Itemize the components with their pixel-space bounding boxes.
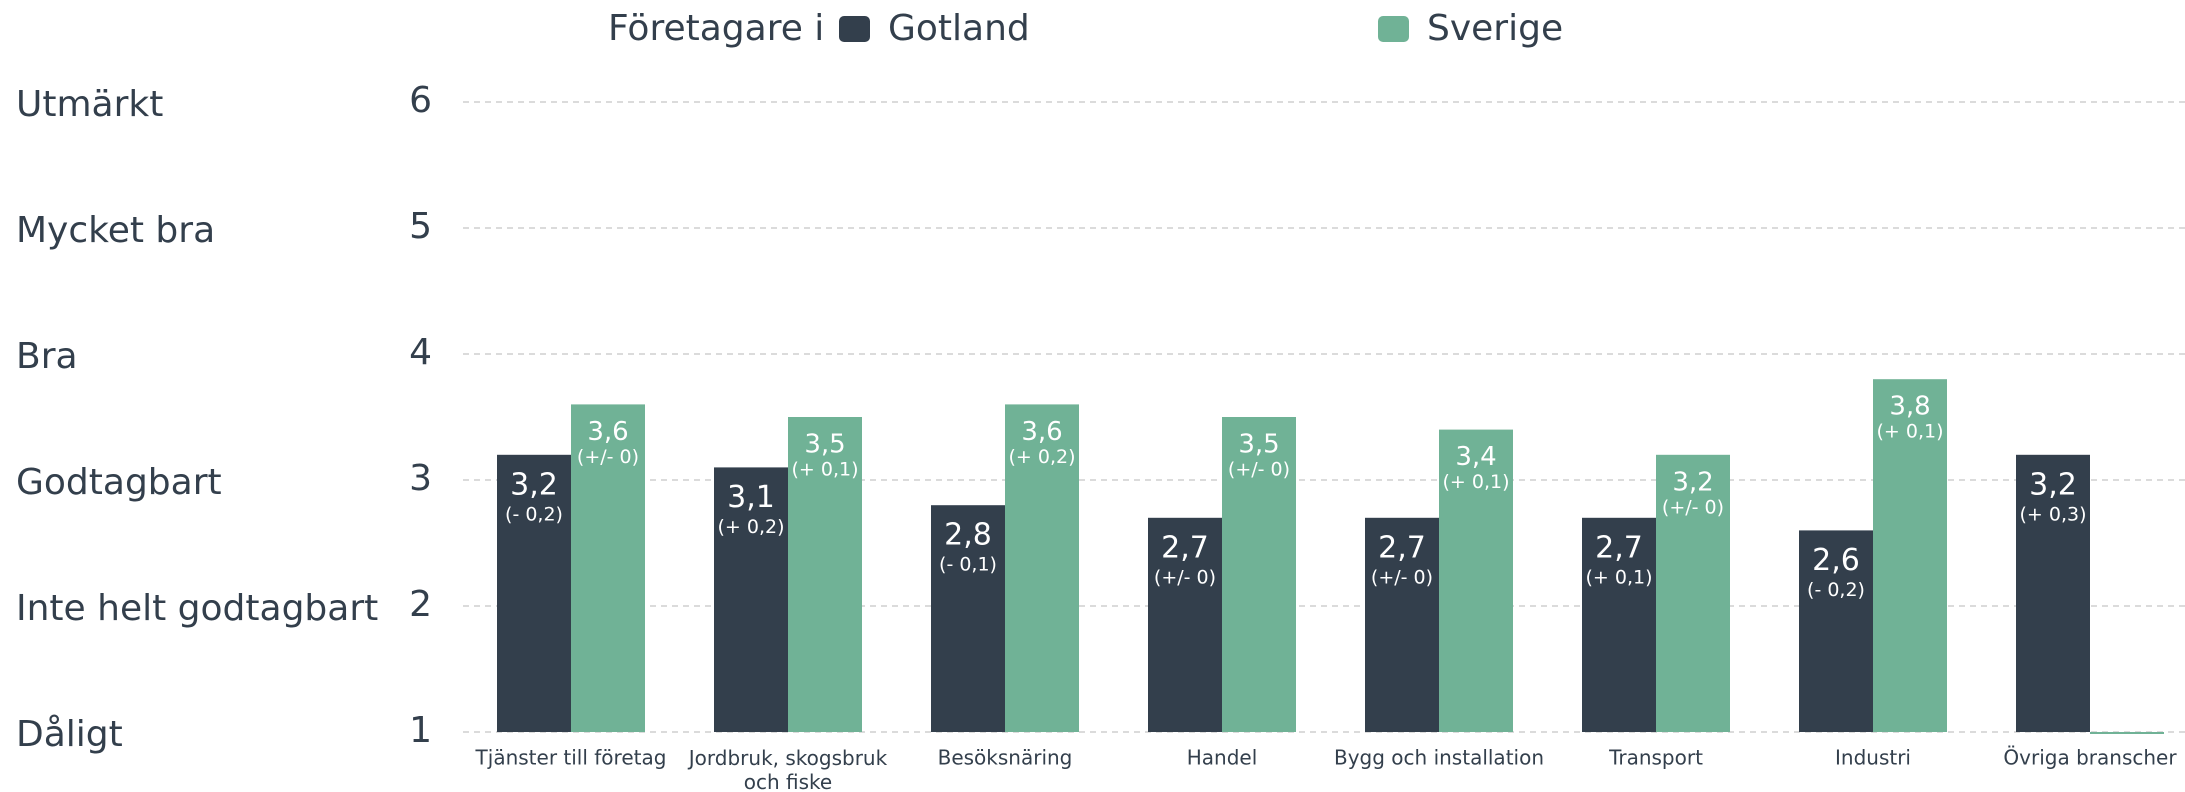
x-tick-label: Industri [1835, 746, 1911, 770]
change-label: (+/- 0) [1228, 459, 1290, 481]
change-label: (- 0,1) [939, 554, 997, 576]
value-label: 2,7 [1595, 530, 1643, 565]
value-label: 2,7 [1161, 530, 1209, 565]
change-label: (+ 0,1) [1442, 471, 1509, 493]
change-label: (- 0,2) [1807, 579, 1865, 601]
y-tick-name: Bra [16, 336, 78, 377]
bar [497, 454, 571, 732]
value-label: 3,5 [1238, 430, 1279, 460]
y-tick-label: 5 [409, 206, 432, 247]
x-tick-label: Övriga branscher [2003, 746, 2177, 770]
x-tick-label: Tjänster till företag [475, 746, 667, 770]
y-tick-label: 2 [409, 584, 432, 625]
bar [571, 404, 645, 732]
change-label: (+ 0,1) [1585, 566, 1652, 588]
y-tick-name: Mycket bra [16, 210, 215, 251]
value-label: 2,6 [1812, 543, 1860, 578]
value-label: 3,6 [1021, 417, 1062, 447]
bar [931, 505, 1005, 732]
x-tick-label: Handel [1187, 746, 1258, 770]
change-label: (+/- 0) [1662, 496, 1724, 518]
x-tick-label: Bygg och installation [1334, 746, 1544, 770]
bar [1222, 417, 1296, 732]
value-label: 3,6 [587, 417, 628, 447]
change-label: (+ 0,2) [1008, 446, 1075, 468]
value-label: 3,2 [510, 467, 558, 502]
legend-title: Företagare i [608, 8, 824, 49]
bar [1582, 517, 1656, 732]
x-tick-label: Transport [1608, 746, 1703, 770]
x-tick-label: Jordbruk, skogsbruk och fiske [687, 746, 888, 792]
bar [1439, 429, 1513, 732]
bar [2016, 454, 2090, 732]
change-label: (- 0,2) [505, 503, 563, 525]
legend-swatch [1378, 16, 1409, 42]
change-label: (+ 0,1) [1876, 421, 1943, 443]
y-tick-name: Godtagbart [16, 462, 222, 503]
legend-label: Gotland [888, 8, 1030, 49]
bar [714, 467, 788, 732]
value-label: 2,7 [1378, 530, 1426, 565]
change-label: (+ 0,2) [717, 516, 784, 538]
y-tick-name: Utmärkt [16, 84, 163, 125]
y-tick-label: 1 [409, 710, 432, 751]
bar [1799, 530, 1873, 732]
value-label: 3,1 [727, 480, 775, 515]
bar [1148, 517, 1222, 732]
bar [1365, 517, 1439, 732]
bar [1005, 404, 1079, 732]
bar [788, 417, 862, 732]
bar [1873, 379, 1947, 732]
change-label: (+/- 0) [1371, 566, 1433, 588]
legend-swatch [839, 16, 870, 42]
legend-label: Sverige [1427, 8, 1563, 49]
y-tick-label: 6 [409, 80, 432, 121]
y-tick-label: 4 [409, 332, 432, 373]
y-tick-name: Inte helt godtagbart [16, 588, 378, 629]
value-label: 3,8 [1889, 392, 1930, 422]
change-label: (+ 0,3) [2019, 503, 2086, 525]
change-label: (+ 0,1) [791, 459, 858, 481]
bar [1656, 454, 1730, 732]
change-label: (+/- 0) [577, 446, 639, 468]
value-label: 3,4 [1455, 442, 1496, 472]
change-label: (+/- 0) [1154, 566, 1216, 588]
value-label: 2,8 [944, 518, 992, 553]
value-label: 3,5 [804, 430, 845, 460]
bar [2090, 732, 2164, 734]
x-tick-label: Besöksnäring [938, 746, 1073, 770]
value-label: 3,2 [2029, 467, 2077, 502]
y-tick-name: Dåligt [16, 714, 123, 755]
y-tick-label: 3 [409, 458, 432, 499]
value-label: 3,2 [1672, 467, 1713, 497]
